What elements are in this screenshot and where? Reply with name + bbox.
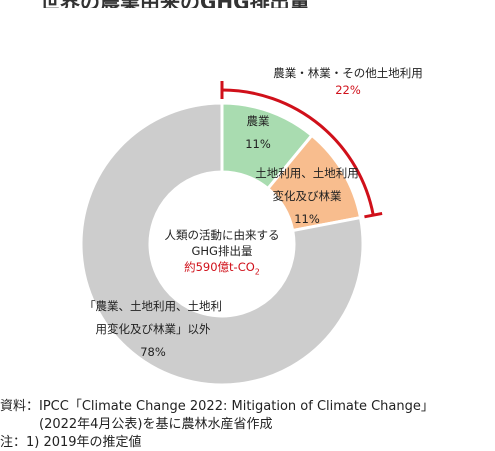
slice-label-other-value: 78% (140, 345, 166, 359)
center-amount-subscript: 2 (254, 267, 260, 277)
bracket-value: 22% (335, 83, 361, 97)
center-amount: 約590億t-CO2 (152, 259, 292, 280)
slice-label-landuse-line1: 土地利用、土地利用 (255, 166, 359, 180)
slice-label-other: 「農業、土地利用、土地利 用変化及び林業」以外 78% (68, 295, 238, 364)
center-line2: GHG排出量 (191, 244, 253, 258)
source-line-1: 資料：IPCC「Climate Change 2022: Mitigation … (0, 399, 434, 414)
bracket-arc (221, 88, 375, 216)
donut-center-text: 人類の活動に由来する GHG排出量 約590億t-CO2 (152, 227, 292, 280)
bracket-label: 農業・林業・その他土地利用 (273, 66, 423, 80)
source-note: 資料：IPCC「Climate Change 2022: Mitigation … (0, 398, 434, 451)
slice-label-other-line1: 「農業、土地利用、土地利 (84, 299, 222, 313)
slice-label-agriculture-value: 11% (245, 137, 271, 151)
slice-label-agriculture: 農業 11% (228, 110, 288, 156)
slice-label-landuse: 土地利用、土地利用 変化及び林業 11% (252, 162, 362, 231)
slice-other (79, 101, 365, 387)
slice-label-landuse-value: 11% (294, 212, 320, 226)
source-line-3: 注：1) 2019年の推定値 (0, 435, 142, 450)
center-amount-text: 約590億t-CO (184, 260, 255, 274)
slice-label-other-line2: 用変化及び林業」以外 (95, 322, 211, 336)
center-line1: 人類の活動に由来する (164, 228, 280, 242)
slice-label-agriculture-name: 農業 (246, 114, 270, 128)
slice-label-landuse-line2: 変化及び林業 (272, 189, 342, 203)
chart-title: 世界の農業由来のGHG排出量 (40, 0, 460, 8)
bracket-cap-end (364, 211, 383, 219)
source-line-2: (2022年4月公表)を基に農林水産省作成 (0, 417, 273, 432)
